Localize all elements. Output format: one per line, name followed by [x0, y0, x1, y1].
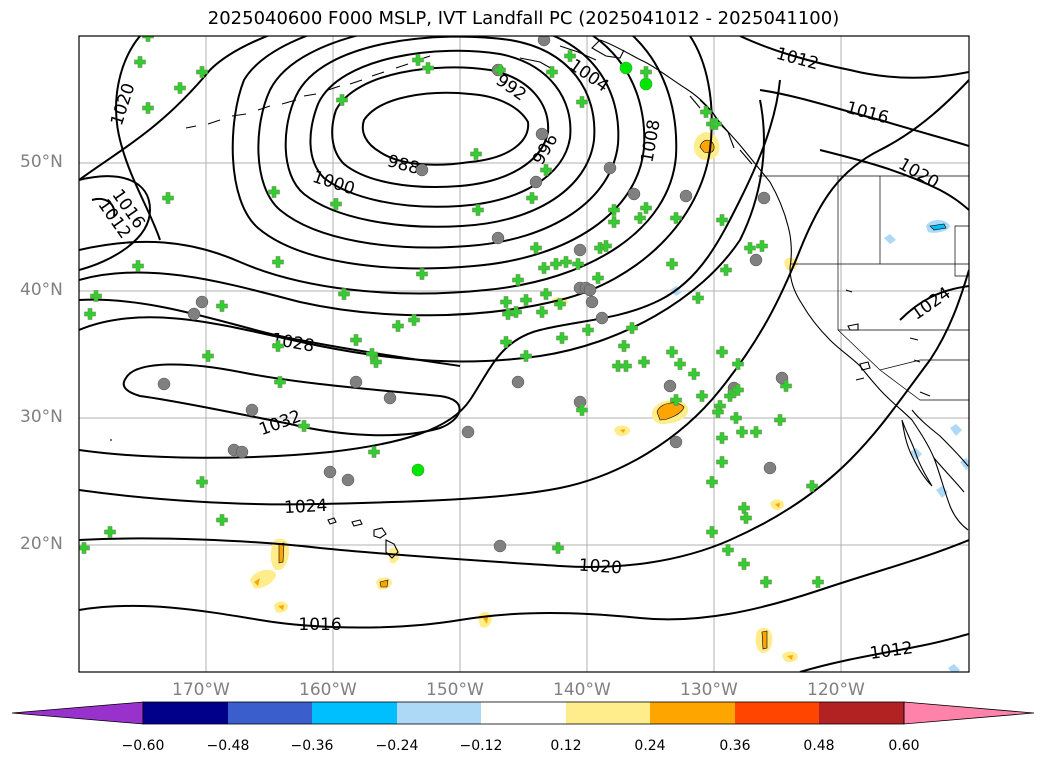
lat-label-50n: 50°N	[20, 152, 63, 172]
colorbar-tick: −0.36	[290, 738, 334, 754]
lat-label-40n: 40°N	[20, 280, 63, 300]
colorbar-tick: 0.12	[550, 738, 582, 754]
lon-label-160w: 160°W	[299, 680, 357, 700]
landfall-circles	[157, 36, 789, 553]
colorbar-bin	[397, 702, 481, 724]
colorbar-bin	[143, 702, 228, 724]
isobar-label: 1020	[578, 556, 623, 579]
colorbar-tick: −0.12	[459, 738, 503, 754]
colorbar-tick: 0.60	[888, 738, 920, 754]
colorbar-tick: −0.60	[121, 738, 165, 754]
colorbar-max-extend	[903, 701, 1035, 725]
colorbar-tick: −0.24	[375, 738, 419, 754]
colorbar-tick: −0.48	[206, 738, 250, 754]
colorbar-min-extend	[11, 701, 144, 725]
map-title: 2025040600 F000 MSLP, IVT Landfall PC (2…	[207, 8, 840, 29]
colorbar-bin	[819, 702, 904, 724]
colorbar-bin	[481, 702, 566, 724]
colorbar-tick: 0.24	[634, 738, 666, 754]
lon-label-130w: 130°W	[680, 680, 738, 700]
coastlines	[110, 39, 969, 559]
colorbar-tick: 0.36	[719, 738, 751, 754]
isobar-lines	[79, 36, 969, 672]
landfall-circles-green	[411, 61, 653, 477]
colorbar-bin	[312, 702, 397, 724]
colorbar-bin	[735, 702, 819, 724]
lat-label-20n: 20°N	[20, 534, 63, 554]
lon-label-140w: 140°W	[553, 680, 611, 700]
isobar-label: 1024	[284, 496, 328, 518]
map-frame	[78, 35, 970, 673]
lat-label-30n: 30°N	[20, 407, 63, 427]
colorbar-bin	[650, 702, 735, 724]
colorbar-bin	[566, 702, 650, 724]
colorbar	[11, 701, 1035, 725]
map-panel: 1020 1016 1012 992 1004 1012 1016 988 99…	[78, 35, 970, 673]
colorbar-bin	[228, 702, 312, 724]
isobar-label: 1016	[298, 615, 341, 635]
lon-label-170w: 170°W	[172, 680, 230, 700]
lon-label-150w: 150°W	[426, 680, 484, 700]
ivt-shading	[250, 132, 969, 672]
colorbar-tick: 0.48	[803, 738, 835, 754]
lon-label-120w: 120°W	[807, 680, 865, 700]
